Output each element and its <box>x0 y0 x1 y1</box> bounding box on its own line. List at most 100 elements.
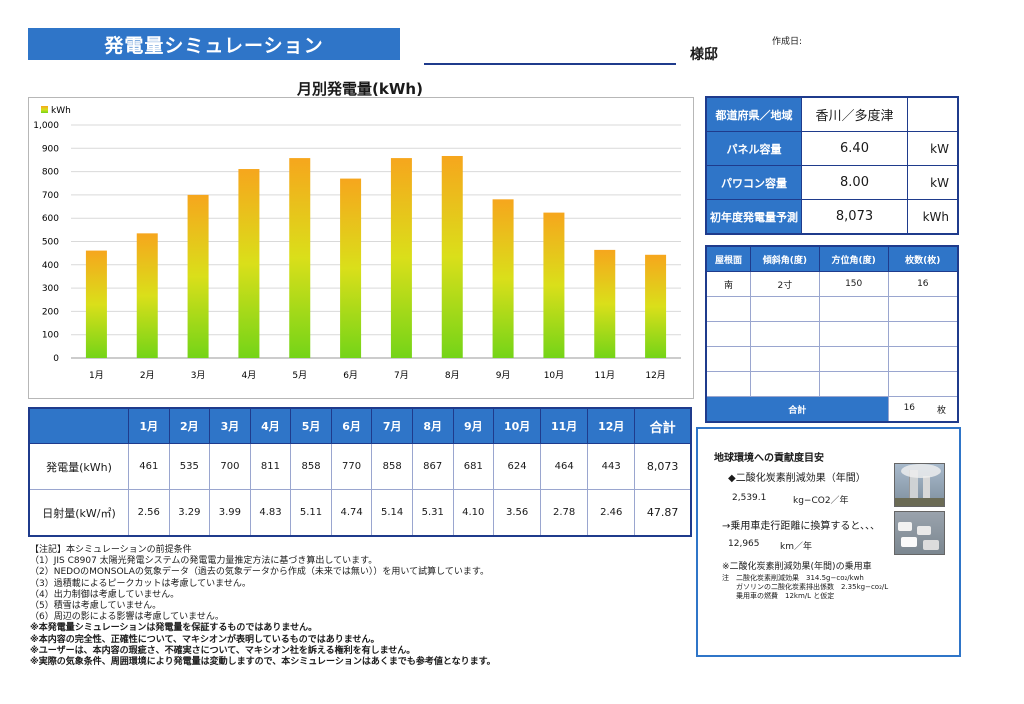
roof-cell <box>749 346 820 372</box>
bar-11月 <box>594 249 616 358</box>
roof-total-unit: 枚 <box>936 405 946 416</box>
roof-cell: 南 <box>705 271 751 297</box>
note-line: 【注記】本シミュレーションの前提条件 <box>30 545 192 555</box>
x-tick-label: 1月 <box>89 370 104 381</box>
bar-10月 <box>543 212 565 358</box>
month-header: 4月 <box>249 407 292 444</box>
x-tick-label: 6月 <box>343 370 358 381</box>
month-cell: 5.11 <box>290 489 332 537</box>
info-row: パネル容量 6.40 kW <box>705 131 959 166</box>
month-row-total: 8,073 <box>634 443 692 490</box>
note-line: （6）周辺の影による影響は考慮していません。 <box>30 612 224 623</box>
month-cell: 681 <box>452 443 495 490</box>
info-unit: kW <box>907 165 959 200</box>
month-row-label: 発電量(kWh) <box>28 443 129 490</box>
roof-cell: 2寸 <box>749 271 820 297</box>
info-value: 6.40 <box>801 131 908 166</box>
month-cell: 2.78 <box>540 489 589 537</box>
roof-cell <box>705 371 751 397</box>
y-tick-label: 600 <box>42 214 59 224</box>
car-heading: →乗用車走行距離に換算すると、、、 <box>722 521 880 532</box>
month-cell: 443 <box>587 443 636 490</box>
roof-header: 傾斜角(度) <box>749 245 820 272</box>
roof-total-label: 合計 <box>705 396 889 423</box>
month-header: 2月 <box>168 407 211 444</box>
month-cell: 3.56 <box>493 489 542 537</box>
legend-swatch <box>41 106 48 113</box>
month-cell: 4.74 <box>330 489 373 537</box>
month-header-blank <box>28 407 129 444</box>
co2-unit: kg−CO2／年 <box>793 496 849 506</box>
month-cell: 5.14 <box>371 489 413 537</box>
month-header: 5月 <box>290 407 332 444</box>
disclaimer-line: ※ユーザーは、本内容の瑕疵さ、不確実さについて、マキシオン社を訴える権利を有しま… <box>30 645 416 656</box>
monthly-generation-chart: 0 100 200 300 400 500 600 700 800 900 1,000 1月 2月 3月… <box>28 97 694 399</box>
footnote-title: ※二酸化炭素削減効果(年間)の乗用車 <box>722 562 872 572</box>
car-value: 12,965 <box>728 539 760 549</box>
info-label: パネル容量 <box>705 131 802 166</box>
y-tick-label: 500 <box>42 238 59 248</box>
note-line: （3）過積載によるピークカットは考慮していません。 <box>30 578 251 589</box>
month-row-label: 日射量(kW/㎡) <box>28 489 129 537</box>
legend-label: kWh <box>51 106 71 116</box>
disclaimer-line: ※本内容の完全性、正確性について、マキシオンが表明しているものではありません。 <box>30 634 380 645</box>
created-date-label: 作成日: <box>772 37 803 47</box>
roof-cell <box>887 346 959 372</box>
x-tick-label: 4月 <box>242 370 257 381</box>
month-cell: 2.46 <box>587 489 636 537</box>
customer-name-line <box>424 63 676 65</box>
y-tick-label: 1,000 <box>33 121 59 131</box>
roof-cell <box>818 321 889 347</box>
disclaimer-line: ※本発電量シミュレーションは発電量を保証するものではありません。 <box>30 623 318 634</box>
roof-cell <box>705 346 751 372</box>
system-info-table: 都道府県／地域 香川／多度津 パネル容量 6.40 kW パワコン容量 8.00 kW 初年度発… <box>705 96 959 235</box>
page-title: 発電量シミュレーション <box>28 28 400 60</box>
bar-4月 <box>238 169 260 358</box>
info-label: 初年度発電量予測 <box>705 199 802 235</box>
disclaimer-line: ※実際の気象条件、周囲環境により発電量は変動しますので、本シミュレーションはあく… <box>30 657 496 668</box>
roof-row: 南 2寸 150 16 <box>705 271 959 297</box>
footnote-1: 注 二酸化炭素削減効果 314.5g−co₂/kwh <box>722 574 864 582</box>
month-cell: 4.83 <box>249 489 292 537</box>
month-cell: 858 <box>290 443 332 490</box>
month-cell: 535 <box>168 443 211 490</box>
roof-cell <box>818 296 889 322</box>
chart-title: 月別発電量(kWh) <box>297 80 423 98</box>
y-tick-label: 100 <box>42 331 59 341</box>
y-tick-label: 900 <box>42 144 59 154</box>
monthly-table: 1月 2月 3月 4月 5月 6月 7月 8月 9月 10月 11月 12月 合計 発電量(kWh) 46… <box>28 407 692 537</box>
month-cell: 3.99 <box>209 489 251 537</box>
roof-cell: 150 <box>818 271 889 297</box>
x-tick-label: 10月 <box>544 370 564 381</box>
footnote-2: ガソリンの二酸化炭素排出係数 2.35kg−co₂/L <box>736 583 889 591</box>
month-cell: 624 <box>493 443 542 490</box>
roof-total-row: 合計 16 枚 <box>705 396 959 423</box>
x-tick-label: 2月 <box>140 370 155 381</box>
bar-2月 <box>136 233 158 358</box>
info-unit: kW <box>907 131 959 166</box>
cars-photo <box>894 511 945 555</box>
environment-contribution-box: 地球環境への貢献度目安 ◆二酸化炭素削減効果（年間） 2,539.1 kg−CO… <box>696 427 961 657</box>
info-value: 8.00 <box>801 165 908 200</box>
roof-cell <box>887 321 959 347</box>
month-data-row: 日射量(kW/㎡) 2.56 3.29 3.99 4.83 5.11 4.74 5.14 5.3… <box>28 489 692 537</box>
month-cell: 858 <box>371 443 413 490</box>
info-row: 初年度発電量予測 8,073 kWh <box>705 199 959 235</box>
info-label: パワコン容量 <box>705 165 802 200</box>
bar-12月 <box>645 254 667 358</box>
x-tick-label: 8月 <box>445 370 460 381</box>
roof-cell <box>818 371 889 397</box>
info-unit: kWh <box>907 199 959 235</box>
roof-cell <box>705 296 751 322</box>
co2-heading: ◆二酸化炭素削減効果（年間） <box>728 473 866 484</box>
month-cell: 464 <box>540 443 589 490</box>
roof-cell <box>887 371 959 397</box>
y-tick-label: 800 <box>42 168 59 178</box>
bar-1月 <box>85 250 107 358</box>
bar-9月 <box>492 199 514 358</box>
roof-cell <box>818 346 889 372</box>
co2-value: 2,539.1 <box>732 493 767 503</box>
bar-3月 <box>187 194 209 358</box>
month-cell: 867 <box>411 443 454 490</box>
month-header: 8月 <box>411 407 454 444</box>
